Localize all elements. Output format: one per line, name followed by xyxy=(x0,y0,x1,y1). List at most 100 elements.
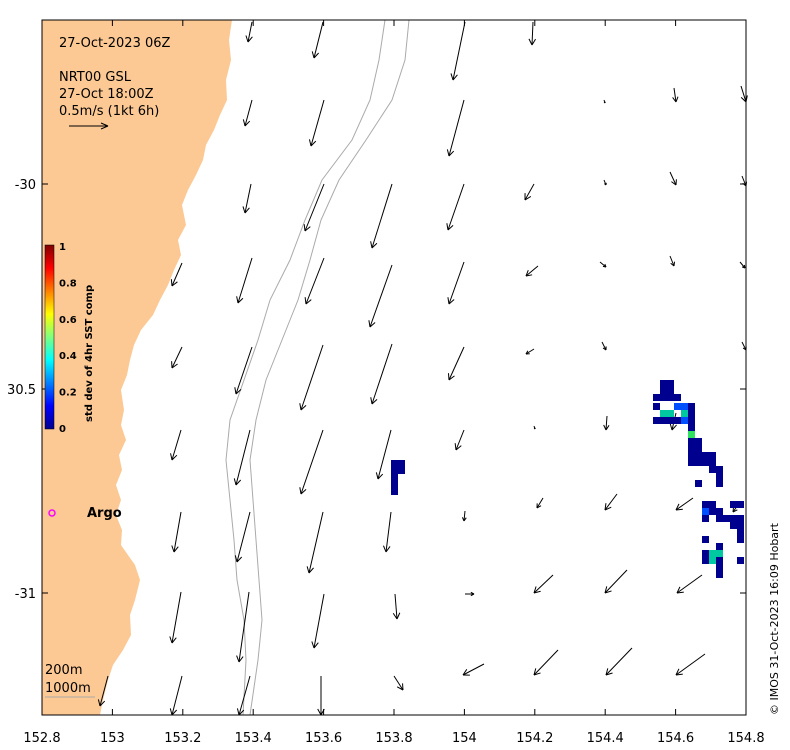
x-tick-label: 154.6 xyxy=(657,731,694,746)
sst-cell xyxy=(653,394,660,401)
colorbar-tick-label: 0.2 xyxy=(59,388,77,399)
contour-200m xyxy=(225,19,386,716)
sst-cell xyxy=(716,543,723,550)
current-arrow xyxy=(454,429,465,451)
sst-cell xyxy=(667,387,674,394)
current-arrow xyxy=(308,99,325,147)
current-arrow xyxy=(383,511,392,553)
sst-cell xyxy=(716,557,723,564)
current-arrow xyxy=(599,261,607,268)
sst-cell xyxy=(695,480,702,487)
current-arrow xyxy=(236,591,250,663)
sst-cell xyxy=(709,459,716,466)
current-arrow xyxy=(740,85,748,103)
sst-cell xyxy=(667,380,674,387)
current-arrow xyxy=(311,593,325,649)
current-arrow xyxy=(603,415,610,431)
x-tick-label: 154 xyxy=(452,731,477,746)
current-arrow xyxy=(601,341,607,351)
sst-cell xyxy=(695,438,702,445)
current-arrow xyxy=(525,348,535,355)
current-arrow xyxy=(605,647,633,676)
sst-cell xyxy=(702,536,709,543)
current-arrow xyxy=(171,511,182,553)
current-vectors xyxy=(97,21,748,716)
sst-cell xyxy=(667,417,674,424)
current-arrow xyxy=(461,510,467,522)
product-time: 27-Oct 18:00Z xyxy=(59,87,154,102)
current-arrow xyxy=(304,257,325,305)
sst-cell xyxy=(695,452,702,459)
current-arrow xyxy=(306,511,324,574)
current-arrow xyxy=(169,591,182,644)
sst-cell xyxy=(660,380,667,387)
current-arrow xyxy=(97,675,109,707)
sst-cell xyxy=(709,466,716,473)
current-arrow xyxy=(375,429,392,480)
current-arrow xyxy=(393,675,404,691)
contour-label-200m: 200m xyxy=(45,663,82,678)
land-mass xyxy=(42,20,232,715)
x-tick-label: 153.4 xyxy=(235,731,272,746)
sst-cell xyxy=(737,522,744,529)
current-arrow xyxy=(462,663,485,676)
sst-cell xyxy=(723,515,730,522)
sst-cell xyxy=(653,417,660,424)
sst-cell xyxy=(737,536,744,543)
sst-cell xyxy=(688,410,695,417)
sst-cell xyxy=(709,508,716,515)
sst-cell xyxy=(391,467,398,474)
sst-cell xyxy=(391,460,398,467)
sst-cell xyxy=(702,501,709,508)
sst-cell xyxy=(674,403,681,410)
current-arrow xyxy=(536,497,544,509)
sst-cell xyxy=(688,431,695,438)
current-arrow xyxy=(171,346,183,369)
sst-std-cells xyxy=(391,380,744,578)
current-arrow xyxy=(465,591,475,597)
current-arrow xyxy=(299,429,324,495)
sst-cell xyxy=(737,515,744,522)
sst-cell xyxy=(716,508,723,515)
current-arrow xyxy=(311,21,324,59)
current-arrow xyxy=(169,675,183,716)
current-arrow xyxy=(303,183,325,232)
sst-cell xyxy=(709,557,716,564)
current-arrow xyxy=(233,429,251,486)
argo-marker[interactable] xyxy=(48,509,56,517)
current-arrow xyxy=(368,264,393,328)
current-arrow xyxy=(669,255,676,267)
argo-label: Argo xyxy=(87,506,122,521)
sst-cell xyxy=(681,410,688,417)
sst-cell xyxy=(730,522,737,529)
sst-cell xyxy=(737,501,744,508)
sst-cell xyxy=(709,550,716,557)
sst-cell xyxy=(660,417,667,424)
sst-cell xyxy=(702,508,709,515)
current-arrow xyxy=(450,21,466,81)
colorbar-tick-label: 1 xyxy=(59,242,66,253)
current-arrow xyxy=(533,649,559,676)
sst-cell xyxy=(391,474,398,481)
contour-label-1000m: 1000m xyxy=(45,681,91,696)
sst-cell xyxy=(716,564,723,571)
x-tick-label: 154.4 xyxy=(587,731,624,746)
sst-cell xyxy=(660,387,667,394)
x-tick-label: 152.8 xyxy=(23,731,60,746)
current-arrow xyxy=(242,183,252,214)
product-label: NRT00 GSL xyxy=(59,70,132,85)
sst-cell xyxy=(730,501,737,508)
sst-cell xyxy=(391,488,398,495)
y-tick-label: -30 xyxy=(15,178,36,193)
sst-cell xyxy=(716,480,723,487)
sst-cell xyxy=(716,571,723,578)
current-arrow xyxy=(447,346,465,381)
current-arrow xyxy=(446,183,465,231)
sst-cell xyxy=(688,424,695,431)
current-arrow xyxy=(170,429,182,461)
current-arrow xyxy=(675,653,706,676)
sst-cell xyxy=(716,515,723,522)
x-tick-label: 153 xyxy=(100,731,125,746)
date-label: 27-Oct-2023 06Z xyxy=(59,36,171,51)
x-tick-label: 154.2 xyxy=(516,731,553,746)
